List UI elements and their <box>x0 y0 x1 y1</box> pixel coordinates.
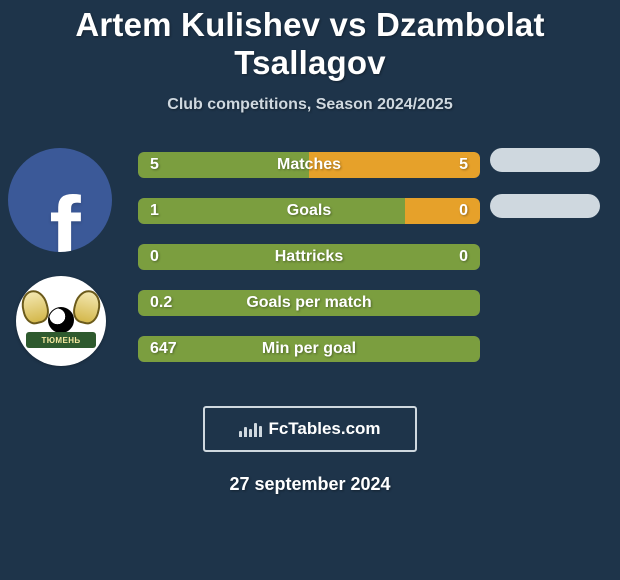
season-subtitle: Club competitions, Season 2024/2025 <box>0 96 620 114</box>
badge-ball-icon <box>48 307 74 333</box>
stat-bar: 10Goals <box>138 198 480 224</box>
brand-text: FcTables.com <box>268 419 380 439</box>
club-badge[interactable]: ТЮМЕНЬ <box>16 276 106 366</box>
stat-bar: 0.2Goals per match <box>138 290 480 316</box>
bar-label: Goals <box>138 202 480 220</box>
facebook-share-icon[interactable]: f <box>8 148 112 252</box>
bars-chart-icon <box>239 421 262 437</box>
comparison-infographic: Artem Kulishev vs Dzambolat Tsallagov Cl… <box>0 0 620 580</box>
bar-label: Min per goal <box>138 340 480 358</box>
page-title: Artem Kulishev vs Dzambolat Tsallagov <box>0 0 620 82</box>
stat-bar: 647Min per goal <box>138 336 480 362</box>
facebook-f-glyph: f <box>49 193 80 252</box>
badge-wing-left-icon <box>18 287 51 326</box>
badge-center <box>48 307 74 335</box>
badge-wing-right-icon <box>70 287 103 326</box>
stat-bar: 00Hattricks <box>138 244 480 270</box>
bar-label: Goals per match <box>138 294 480 312</box>
stat-bars-column: 55Matches 10Goals 00Hattricks 0.2Goals per … <box>138 152 480 382</box>
left-icon-column: f ТЮМЕНЬ <box>8 148 120 366</box>
comparison-row: f ТЮМЕНЬ 55Matches 10Goals 00Hattricks 0.2G… <box>0 148 620 388</box>
decorative-lozenge <box>490 194 600 218</box>
right-lozenge-column <box>490 148 610 240</box>
stat-bar: 55Matches <box>138 152 480 178</box>
badge-club-name: ТЮМЕНЬ <box>26 332 96 348</box>
bar-label: Hattricks <box>138 248 480 266</box>
snapshot-date: 27 september 2024 <box>0 474 620 495</box>
fctables-brand-link[interactable]: FcTables.com <box>203 406 417 452</box>
bar-label: Matches <box>138 156 480 174</box>
decorative-lozenge <box>490 148 600 172</box>
